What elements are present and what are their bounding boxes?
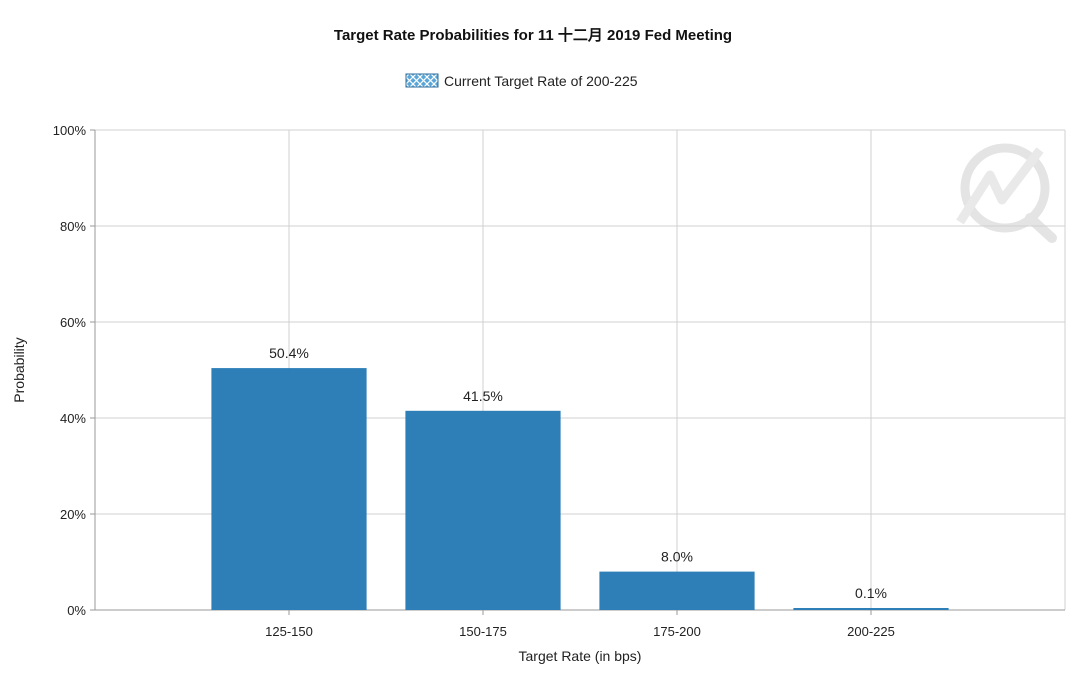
x-axis-label: Target Rate (in bps): [519, 648, 642, 664]
x-tick-label: 175-200: [653, 624, 701, 639]
y-tick-label: 80%: [60, 219, 86, 234]
bar: [599, 571, 755, 610]
legend-swatch: [405, 73, 439, 88]
quikstrike-logo-icon: [956, 143, 1057, 243]
bar: [793, 608, 949, 610]
data-label: 50.4%: [269, 345, 309, 361]
bar: [405, 410, 561, 610]
bars: [211, 368, 949, 610]
x-tick-label: 125-150: [265, 624, 313, 639]
x-tick-label: 200-225: [847, 624, 895, 639]
data-label: 0.1%: [855, 585, 887, 601]
y-tick-label: 20%: [60, 507, 86, 522]
data-label: 8.0%: [661, 549, 693, 565]
y-axis-label: Probability: [11, 337, 27, 402]
data-label: 41.5%: [463, 388, 503, 404]
y-tick-label: 0%: [67, 603, 86, 618]
legend-label: Current Target Rate of 200-225: [444, 73, 638, 89]
bar: [211, 368, 367, 610]
data-labels: 50.4% 41.5% 8.0% 0.1%: [269, 345, 887, 601]
y-tick-label: 60%: [60, 315, 86, 330]
legend: Current Target Rate of 200-225: [405, 73, 638, 89]
y-tick-label: 100%: [53, 123, 87, 138]
y-tick-label: 40%: [60, 411, 86, 426]
chart-title: Target Rate Probabilities for 11 十二月 201…: [334, 26, 732, 44]
x-tick-label: 150-175: [459, 624, 507, 639]
